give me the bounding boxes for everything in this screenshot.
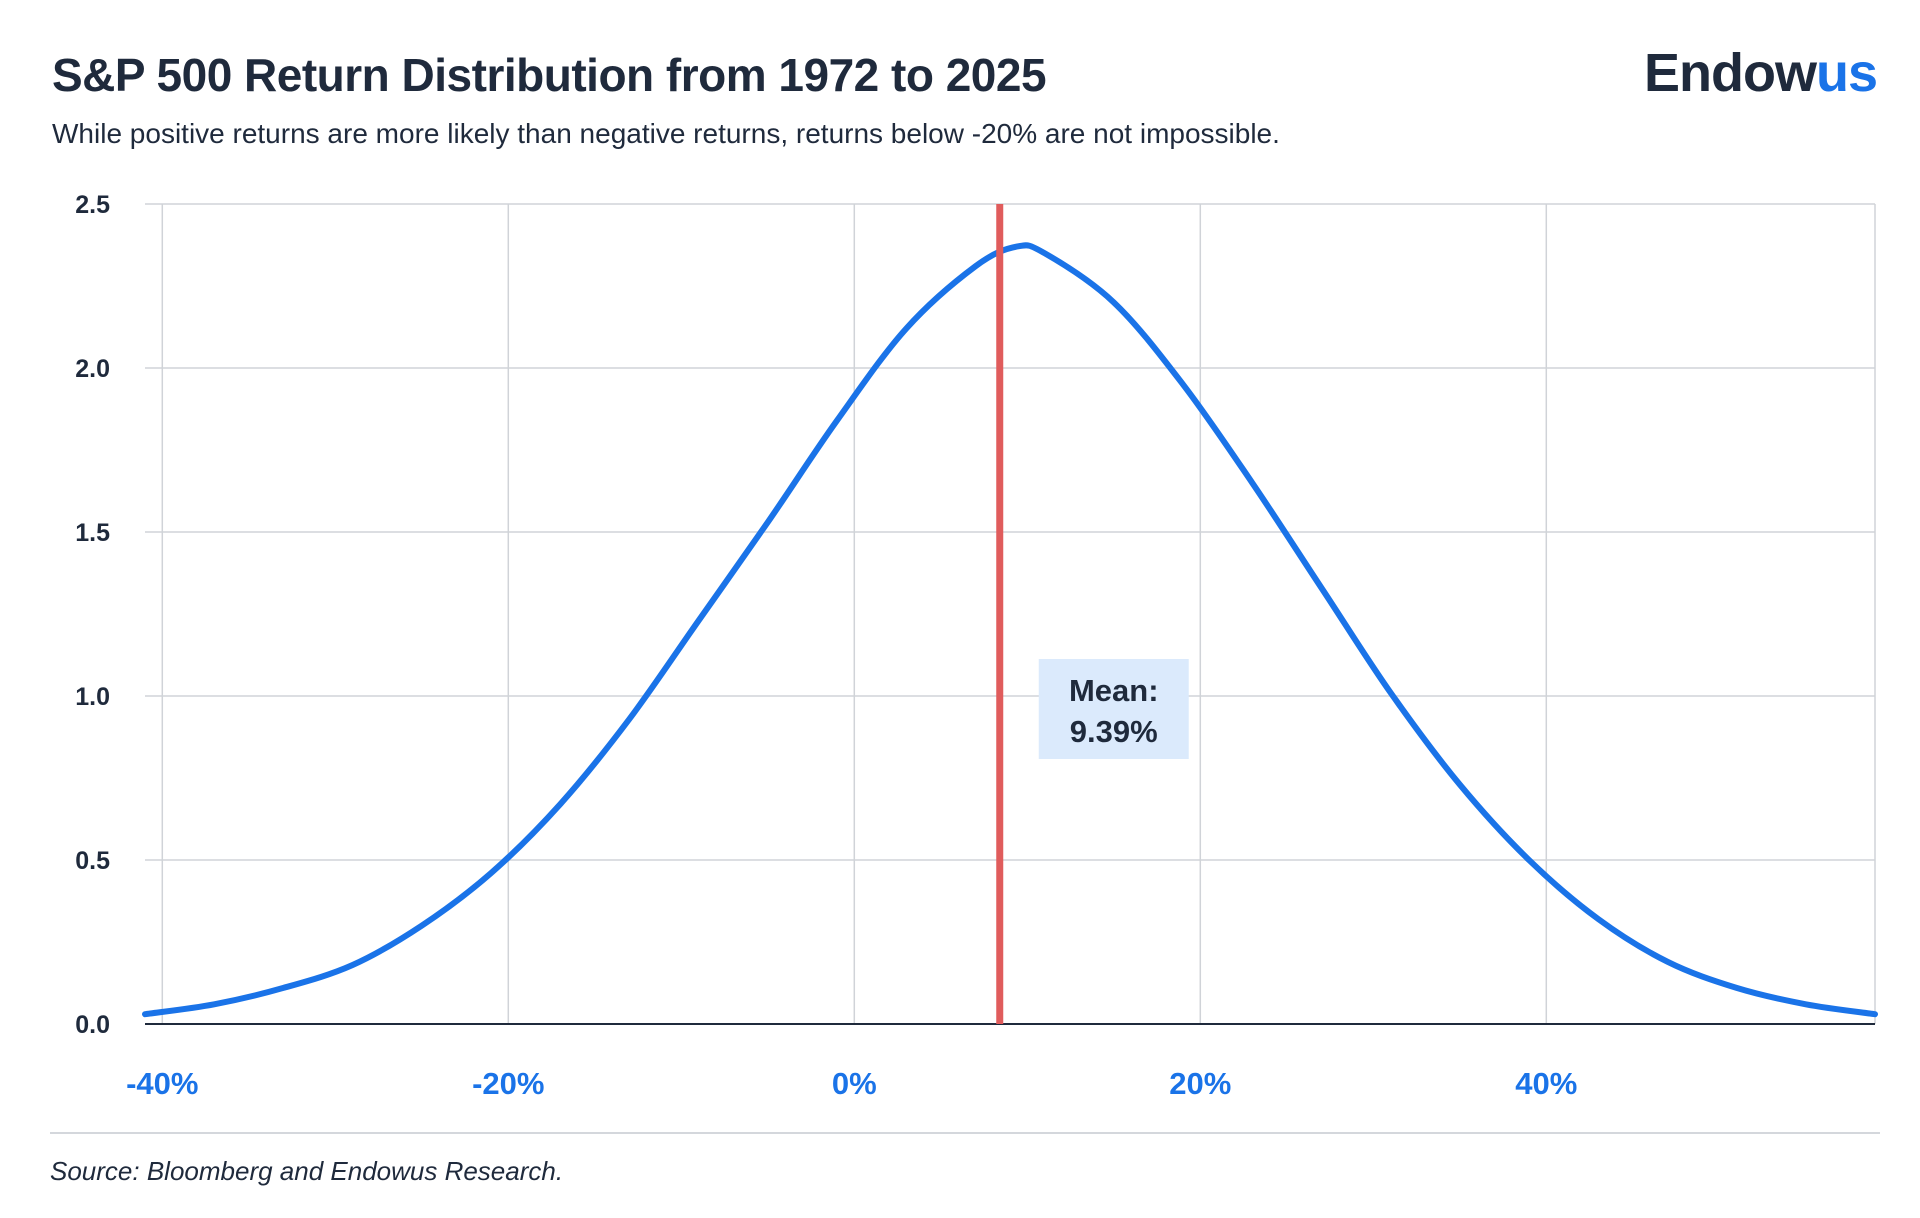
chart-title: S&P 500 Return Distribution from 1972 to…	[52, 49, 1047, 101]
y-tick-label: 1.0	[75, 683, 110, 711]
chart-subtitle: While positive returns are more likely t…	[52, 118, 1280, 149]
x-tick-label: 20%	[1169, 1066, 1231, 1101]
logo-text-accent: us	[1815, 43, 1878, 103]
y-tick-label: 0.5	[75, 847, 110, 875]
footer-divider	[50, 1132, 1880, 1134]
x-gridlines	[161, 204, 1876, 1024]
x-axis-tick-labels: -40% -20% 0% 20% 40%	[126, 1066, 1577, 1101]
x-tick-label: -20%	[472, 1066, 544, 1101]
y-tick-label: 2.0	[75, 355, 110, 383]
logo-text-dark: Endow	[1643, 43, 1817, 103]
mean-value: 9.39%	[1070, 714, 1158, 749]
y-gridlines	[145, 203, 1875, 861]
y-axis-tick-labels: 0.0 0.5 1.0 1.5 2.0 2.5	[75, 191, 110, 1039]
mean-annotation-box	[1038, 659, 1189, 759]
x-tick-label: -40%	[126, 1066, 198, 1101]
x-tick-label: 0%	[832, 1066, 877, 1101]
distribution-curve	[142, 242, 1878, 1018]
x-tick-label: 40%	[1515, 1066, 1577, 1101]
mean-label: Mean:	[1069, 673, 1159, 708]
distribution-chart: 0.0 0.5 1.0 1.5 2.0 2.5 -40% -20% 0% 20% 40% Mean…	[75, 191, 1878, 1101]
endowus-logo: Endowus	[1643, 42, 1878, 104]
y-tick-label: 2.5	[75, 191, 110, 219]
mean-annotation: Mean: 9.39%	[1038, 659, 1189, 759]
y-tick-label: 1.5	[75, 519, 110, 547]
y-tick-label: 0.0	[75, 1011, 110, 1039]
source-note: Source: Bloomberg and Endowus Research.	[50, 1156, 564, 1186]
